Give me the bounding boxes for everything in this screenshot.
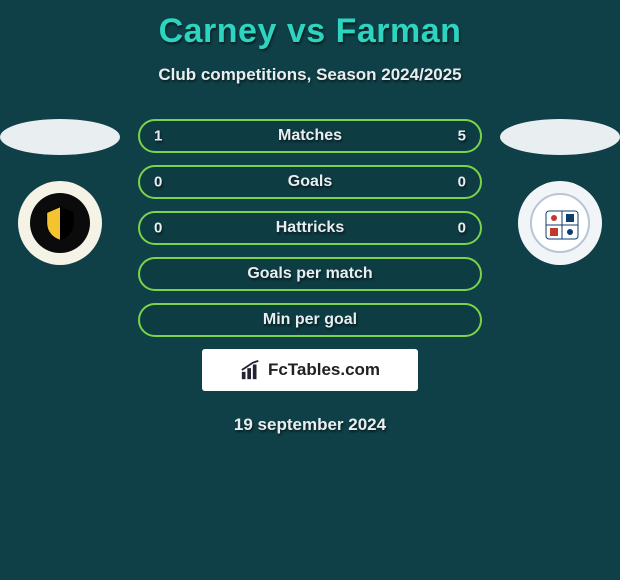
comparison-content: 1 Matches 5 0 Goals 0 0 Hattricks 0 Goal…	[0, 119, 620, 435]
date-line: 19 september 2024	[0, 415, 620, 435]
stat-right-value: 0	[458, 174, 466, 191]
stat-row-goals-per-match: Goals per match	[138, 257, 482, 291]
stat-row-matches: 1 Matches 5	[138, 119, 482, 153]
stat-row-goals: 0 Goals 0	[138, 165, 482, 199]
stat-label: Min per goal	[263, 311, 357, 329]
club-badge-left	[18, 181, 102, 265]
player-photo-left	[0, 119, 120, 155]
stat-label: Goals	[288, 173, 332, 191]
crest-icon	[532, 195, 592, 255]
stat-label: Goals per match	[247, 265, 372, 283]
club-badge-right	[518, 181, 602, 265]
stat-left-value: 0	[154, 174, 162, 191]
subtitle: Club competitions, Season 2024/2025	[0, 65, 620, 85]
stat-label: Matches	[278, 127, 342, 145]
stat-right-value: 5	[458, 128, 466, 145]
stat-row-min-per-goal: Min per goal	[138, 303, 482, 337]
stat-right-value: 0	[458, 220, 466, 237]
page-title: Carney vs Farman	[0, 0, 620, 51]
brand-text: FcTables.com	[268, 360, 380, 380]
club-badge-right-inner	[530, 193, 590, 253]
brand-box[interactable]: FcTables.com	[202, 349, 418, 391]
stat-label: Hattricks	[276, 219, 344, 237]
stat-row-hattricks: 0 Hattricks 0	[138, 211, 482, 245]
stat-left-value: 1	[154, 128, 162, 145]
club-badge-left-inner	[30, 193, 90, 253]
stat-left-value: 0	[154, 220, 162, 237]
player-photo-right	[500, 119, 620, 155]
bar-chart-icon	[240, 359, 262, 381]
shield-icon	[41, 204, 79, 242]
stat-rows: 1 Matches 5 0 Goals 0 0 Hattricks 0 Goal…	[138, 119, 482, 337]
